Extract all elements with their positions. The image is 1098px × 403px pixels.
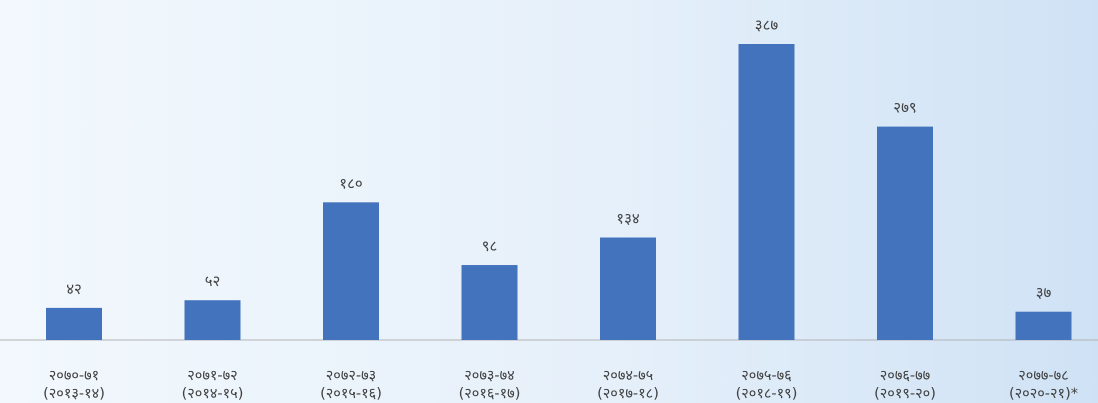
bar-4 xyxy=(600,237,656,340)
bar-0 xyxy=(46,307,102,340)
bar-6 xyxy=(877,126,933,341)
value-label-5: ३८७ xyxy=(755,16,779,34)
category-label-7-line1: २०७७-७८ xyxy=(1018,368,1068,384)
category-label-1-line2: (२०१४-१५) xyxy=(182,386,244,402)
category-label-4-line1: २०७४-७५ xyxy=(603,368,653,384)
category-label-5-line2: (२०१८-१९) xyxy=(736,386,798,402)
category-label-6-line1: २०७६-७७ xyxy=(880,368,930,384)
category-label-3-line1: २०७३-७४ xyxy=(464,368,514,384)
bar-3 xyxy=(461,265,518,340)
bar-1 xyxy=(184,300,241,340)
category-labels-group: २०७०-७१ (२०१३-१४) २०७१-७२ (२०१४-१५) २०७२-७३ (… xyxy=(43,368,1078,402)
category-label-2-line1: २०७२-७३ xyxy=(326,368,376,384)
value-label-2: १८० xyxy=(339,174,362,192)
category-label-0-line1: २०७०-७१ xyxy=(49,368,99,384)
category-label-4-line2: (२०१७-१८) xyxy=(597,386,659,402)
category-label-0-line2: (२०१३-१४) xyxy=(43,386,105,402)
category-label-3-line2: (२०१६-१७) xyxy=(459,386,521,402)
category-label-1-line1: २०७१-७२ xyxy=(187,368,237,384)
value-label-4: १३४ xyxy=(616,210,640,228)
bar-5 xyxy=(738,44,795,340)
category-label-7-line2: (२०२०-२१)* xyxy=(1009,386,1078,402)
bar-2 xyxy=(323,202,379,340)
category-label-6-line2: (२०१९-२०) xyxy=(874,386,936,402)
value-label-1: ५२ xyxy=(205,272,221,290)
value-labels-group: ४२ ५२ १८० ९८ १३४ ३८७ २७९ ३७ xyxy=(66,16,1051,302)
bars-group xyxy=(46,44,1072,341)
value-label-3: ९८ xyxy=(482,237,498,255)
category-label-5-line1: २०७५-७६ xyxy=(741,368,791,384)
value-label-7: ३७ xyxy=(1036,284,1052,302)
bar-7 xyxy=(1015,311,1072,340)
value-label-6: २७९ xyxy=(893,99,916,117)
category-label-2-line2: (२०१५-१६) xyxy=(320,386,382,402)
value-label-0: ४२ xyxy=(66,280,82,298)
